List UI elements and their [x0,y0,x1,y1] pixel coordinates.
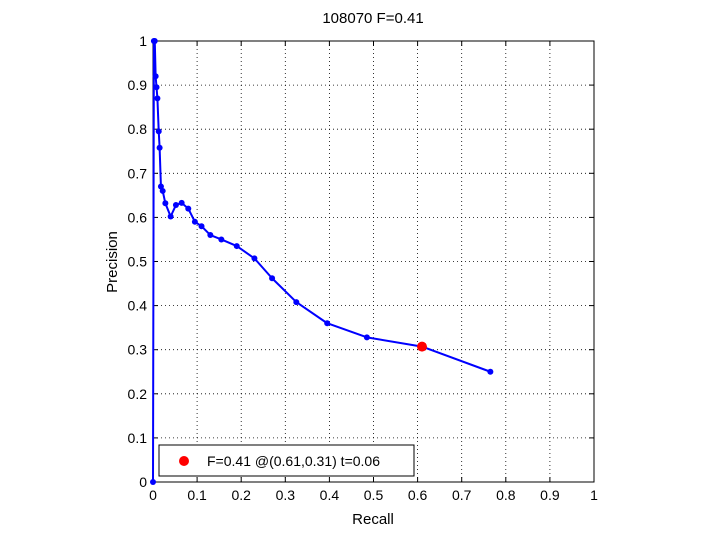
y-tick-label: 0.8 [128,121,148,137]
data-point [218,236,225,243]
data-point [153,84,160,91]
data-point [155,128,162,135]
data-point [167,213,174,220]
data-point [172,202,179,209]
data-point [156,144,163,151]
y-tick-label: 0.3 [128,342,148,358]
legend-marker [179,456,189,466]
data-point [293,299,300,306]
legend: F=0.41 @(0.61,0.31) t=0.06 [158,444,415,477]
data-point [185,205,192,212]
x-tick-label: 0.2 [231,487,251,503]
data-point [269,275,276,282]
data-point [154,95,161,102]
chart-title: 108070 F=0.41 [322,10,423,27]
y-tick-label: 0.5 [128,254,148,270]
data-point [198,223,205,230]
data-point [150,479,156,485]
data-point [151,38,158,44]
data-point [233,243,240,250]
x-tick-label: 0.7 [452,487,472,503]
legend-label: F=0.41 @(0.61,0.31) t=0.06 [207,453,380,469]
x-tick-label: 0.1 [187,487,207,503]
x-tick-label: 0.6 [408,487,428,503]
y-tick-label: 0.1 [128,430,148,446]
y-tick-label: 1 [139,33,147,49]
data-point [162,200,169,207]
y-axis-title: Precision [104,231,121,293]
legend-box [158,444,415,477]
data-point [251,255,258,262]
data-point [191,218,198,225]
y-tick-label: 0 [139,474,147,490]
x-tick-label: 0 [149,487,157,503]
x-tick-label: 1 [590,487,598,503]
data-point [487,368,494,375]
data-point [152,73,159,80]
y-tick-label: 0.9 [128,77,148,93]
x-tick-label: 0.9 [540,487,560,503]
series-group [150,38,494,485]
x-tick-label: 0.8 [496,487,516,503]
y-tick-label: 0.4 [128,298,148,314]
data-point [207,232,214,239]
y-tick-label: 0.6 [128,209,148,225]
best-f-point [417,341,428,352]
grid [153,41,594,482]
y-axis: 0 0.1 0.2 0.3 0.4 0.5 0.6 0.7 0.8 0.9 1 [128,33,594,490]
data-point [363,334,370,341]
y-tick-label: 0.7 [128,165,148,181]
x-tick-label: 0.4 [320,487,340,503]
x-axis: 0 0.1 0.2 0.3 0.4 0.5 0.6 0.7 0.8 0.9 1 [149,41,598,503]
x-axis-title: Recall [352,511,394,528]
x-tick-label: 0.3 [276,487,296,503]
data-point [159,187,166,194]
data-point [178,199,185,206]
data-point [324,320,331,327]
y-tick-label: 0.2 [128,386,148,402]
x-tick-label: 0.5 [364,487,384,503]
